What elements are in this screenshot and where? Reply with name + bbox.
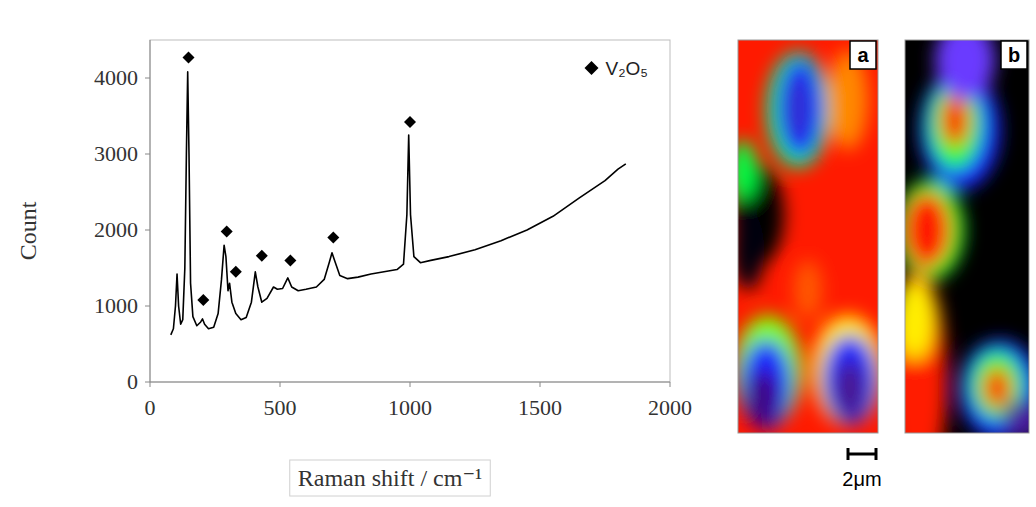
y-tick [145,78,150,79]
y-axis [150,40,151,382]
heatmap-blob [905,192,951,268]
heatmap-blob [1003,400,1029,433]
plot-frame [150,40,670,382]
x-axis-title: Raman shift / cm⁻¹ [298,465,483,491]
heatmap-blob [983,368,1011,408]
panel-label: a [857,44,869,66]
y-tick-label: 1000 [94,293,138,318]
legend-marker [585,61,599,75]
y-tick [145,382,150,383]
scale-bar-end [847,448,850,460]
heatmap-blob [766,52,830,168]
heatmap-image [738,40,878,433]
x-tick-label: 2000 [648,395,692,420]
peak-marker [404,116,416,128]
heatmap-blob [794,260,822,320]
legend-label: V₂O₅ [606,58,648,79]
x-tick [540,382,541,387]
x-tick [280,382,281,387]
panel-label: b [1008,44,1020,66]
heatmap-blob [738,210,764,290]
x-tick-label: 500 [264,395,297,420]
x-tick-label: 0 [145,395,156,420]
x-title-box [290,460,491,496]
y-tick [145,306,150,307]
panel-label-box [850,41,876,69]
peak-marker [284,254,296,266]
y-tick [145,230,150,231]
heatmap-blob [738,140,757,200]
panel-label-box [1001,41,1027,69]
heatmap-blob [905,270,947,433]
scale-bar-label: 2μm [842,468,881,490]
peak-marker [221,226,233,238]
scale-bar [848,453,876,456]
heatmap-blob [776,58,824,158]
heatmap-blob [812,315,878,425]
x-tick [670,382,671,387]
panel-border [905,40,1029,433]
peak-marker [256,250,268,262]
heatmap-blob [786,74,810,142]
x-tick [150,382,151,387]
heatmap-blob [941,94,969,146]
heatmap-blob [834,360,866,420]
y-tick-label: 4000 [94,65,138,90]
peak-marker [182,51,194,63]
heatmap-blob [905,280,935,360]
heatmap-blob [740,340,792,430]
peak-marker [327,232,339,244]
heatmap-blob [747,370,779,430]
heatmap-blobs [905,40,1029,433]
peak-marker [197,294,209,306]
heatmap-blobs [738,50,878,430]
x-tick [410,382,411,387]
panel-border [738,40,878,433]
spectrum-line [171,72,626,335]
y-tick-label: 3000 [94,141,138,166]
figure: 0 500 1000 1500 2000 0 1000 2000 3000 4000 Count Ra… [0,0,1036,507]
plot-marks [171,51,626,334]
scale-bar-end [875,448,878,460]
heatmap-blob [905,180,964,280]
y-axis-title: Count [15,201,41,260]
peak-marker [230,266,242,278]
heatmap-image [905,40,1029,433]
y-tick-label: 2000 [94,217,138,242]
y-tick-label: 0 [127,369,138,394]
x-tick-label: 1000 [388,395,432,420]
heatmap-blob [822,335,878,425]
y-tick [145,154,150,155]
heatmap-blob [935,40,995,100]
x-tick-label: 1500 [518,395,562,420]
